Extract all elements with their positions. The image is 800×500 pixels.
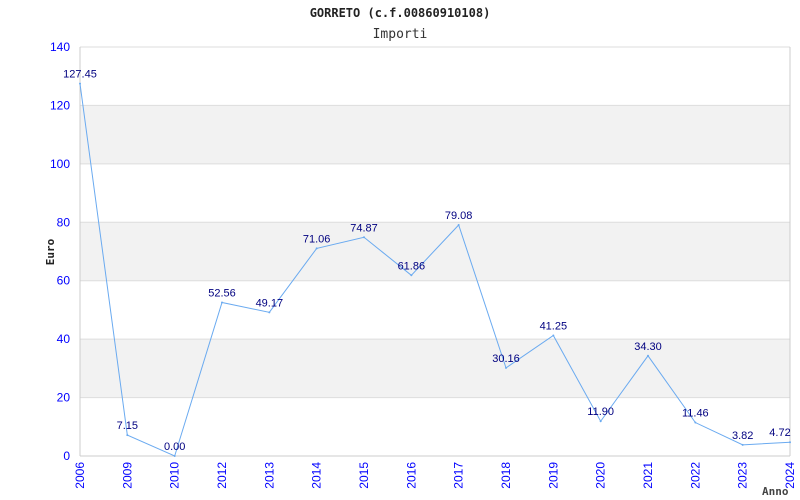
data-point — [552, 334, 555, 337]
data-label: 30.16 — [492, 353, 520, 365]
data-point — [741, 443, 744, 446]
x-tick-label: 2006 — [73, 462, 87, 489]
data-point — [315, 247, 318, 250]
data-point — [457, 223, 460, 226]
data-label: 34.30 — [634, 341, 662, 353]
x-tick-label: 2013 — [262, 462, 276, 489]
data-point — [221, 301, 223, 304]
data-point — [79, 82, 81, 85]
grid-band — [80, 339, 790, 398]
data-point — [505, 366, 507, 369]
data-point — [694, 421, 697, 424]
x-tick-label: 2021 — [641, 462, 655, 489]
x-tick-label: 2012 — [215, 462, 229, 489]
x-tick-label: 2018 — [499, 462, 513, 489]
data-label: 127.45 — [63, 69, 97, 81]
data-label: 41.25 — [540, 320, 568, 332]
data-label: 11.90 — [587, 406, 614, 418]
data-label: 49.17 — [256, 297, 284, 309]
x-tick-label: 2009 — [120, 462, 134, 489]
x-tick-label: 2020 — [594, 462, 608, 489]
y-tick-label: 140 — [50, 40, 70, 54]
data-point — [268, 311, 271, 314]
data-point — [410, 274, 413, 277]
data-point — [126, 434, 129, 437]
y-tick-label: 60 — [57, 274, 71, 288]
data-label: 11.46 — [682, 408, 709, 420]
chart-title: GORRETO (c.f.00860910108) — [310, 6, 491, 20]
data-point — [789, 441, 791, 444]
series-line — [79, 83, 791, 457]
grid-band — [80, 105, 790, 164]
x-tick-label: 2014 — [310, 462, 324, 489]
y-tick-label: 80 — [57, 215, 71, 229]
data-label: 71.06 — [303, 233, 331, 245]
y-tick-label: 20 — [57, 391, 71, 405]
data-label: 52.56 — [208, 287, 236, 299]
x-tick-label: 2024 — [783, 462, 797, 489]
data-label: 7.15 — [117, 420, 138, 432]
data-point — [173, 455, 176, 457]
data-label: 4.72 — [769, 427, 790, 439]
chart-subtitle: Importi — [373, 27, 428, 42]
y-tick-label: 40 — [57, 332, 71, 346]
data-point — [599, 420, 602, 423]
x-axis-label: Anno — [762, 485, 789, 498]
x-tick-label: 2022 — [688, 462, 702, 489]
data-point — [363, 236, 365, 239]
data-label: 3.82 — [732, 430, 753, 442]
x-tick-label: 2010 — [168, 462, 182, 489]
data-label: 79.08 — [445, 210, 473, 222]
x-tick-label: 2017 — [452, 462, 466, 489]
data-label: 61.86 — [398, 260, 426, 272]
data-label: 74.87 — [350, 222, 378, 234]
y-tick-label: 120 — [50, 98, 70, 112]
x-tick-label: 2019 — [546, 462, 560, 489]
data-point — [647, 354, 649, 357]
x-tick-label: 2023 — [736, 462, 750, 489]
y-axis-label: Euro — [44, 238, 57, 265]
data-label: 0.00 — [164, 441, 185, 453]
x-tick-label: 2015 — [357, 462, 371, 489]
x-tick-label: 2016 — [404, 462, 418, 489]
y-tick-label: 100 — [50, 157, 70, 171]
y-tick-label: 0 — [63, 449, 70, 463]
grid-band — [80, 222, 790, 281]
